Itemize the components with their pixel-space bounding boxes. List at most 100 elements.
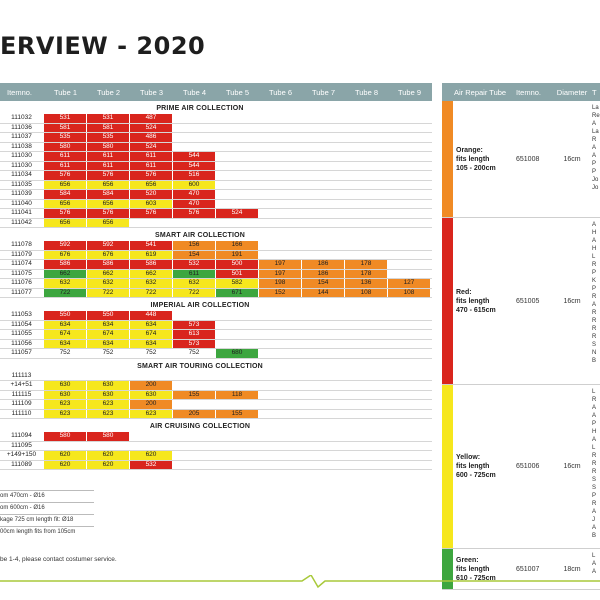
tube-length-cell: 136 [345, 279, 388, 288]
table-row: 111076 632 632 632 632 582 198 154 136 127 [0, 279, 432, 289]
tube-length-cell: 500 [216, 260, 259, 269]
tube-length-cell: 584 [87, 190, 130, 199]
notes-list: om 470cm - Ø16 om 600cm - Ø16 kage 725 cm … [0, 490, 94, 538]
tube-length-cell: 611 [44, 161, 87, 170]
repair-band: Orange: fits length 105 - 200cm 651008 16cm L… [442, 101, 600, 218]
tube-length-cell: 592 [87, 241, 130, 250]
tube-length-cell: 656 [87, 180, 130, 189]
tube-length-cell: 118 [216, 390, 259, 399]
tube-length-cell: 600 [173, 180, 216, 189]
tube-length-cell: 178 [345, 260, 388, 269]
tube-length-cell: 620 [130, 451, 173, 460]
table-row: 111094 580 580 [0, 432, 432, 442]
tube-length-cell: 630 [87, 390, 130, 399]
tube-length-cell: 680 [216, 349, 259, 358]
item-number: 111095 [0, 441, 44, 450]
item-number: 111036 [0, 123, 44, 132]
tube-length-cell: 656 [44, 218, 87, 227]
item-number: +149+150 [0, 451, 44, 460]
table-row: +149+150 620 620 620 [0, 451, 432, 461]
table-row: +14+51 630 630 200 [0, 381, 432, 391]
item-number: 111041 [0, 209, 44, 218]
tube-length-cell: 186 [302, 269, 345, 278]
section-title: SMART AIR TOURING COLLECTION [137, 362, 263, 370]
tube-length-cell: 584 [44, 190, 87, 199]
tube-length-cell: 524 [130, 142, 173, 151]
table-row: 111057 752 752 752 752 680 [0, 349, 432, 359]
item-number: 111113 [0, 371, 44, 380]
table-row: 111095 [0, 441, 432, 451]
item-number: 111075 [0, 269, 44, 278]
tube-length-cell: 722 [87, 288, 130, 297]
tube-length-cell: 155 [216, 409, 259, 418]
repair-header-name: Air Repair Tube [454, 87, 507, 97]
table-row: 111032 531 531 487 [0, 114, 432, 124]
tube-length-cell: 576 [87, 209, 130, 218]
item-number: 111057 [0, 349, 44, 358]
tube-length-cell: 632 [87, 279, 130, 288]
tube-length-cell: 544 [173, 152, 216, 161]
table-row: 111077 722 722 722 722 671 152 144 108 108 [0, 288, 432, 298]
tube-length-cell: 573 [173, 339, 216, 348]
item-number: 111030 [0, 161, 44, 170]
header-tube-6: Tube 6 [268, 87, 293, 97]
note-line: kage 725 cm length fit: Ø18 [0, 514, 94, 526]
header-tube-1: Tube 1 [53, 87, 78, 97]
tube-length-cell: 603 [130, 199, 173, 208]
table-row: 111053 550 550 448 [0, 311, 432, 321]
header-tube-4: Tube 4 [182, 87, 207, 97]
tube-length-cell: 674 [130, 330, 173, 339]
tube-length-cell: 674 [87, 330, 130, 339]
repair-itemno: 651005 [516, 297, 540, 305]
table-body: PRIME AIR COLLECTION 111032 531 531 487 11103… [0, 104, 432, 470]
tube-length-cell: 592 [44, 241, 87, 250]
section-title: SMART AIR COLLECTION [154, 232, 246, 239]
tube-length-cell: 531 [44, 114, 87, 123]
tube-length-cell: 632 [44, 279, 87, 288]
table-row: 111055 674 674 674 613 [0, 330, 432, 340]
item-number: 111034 [0, 171, 44, 180]
tube-length-cell: 576 [44, 171, 87, 180]
tube-length-cell: 154 [173, 250, 216, 259]
repair-label: Green: fits length 610 - 725cm [456, 556, 496, 582]
tube-length-cell: 178 [345, 269, 388, 278]
item-number: 111076 [0, 279, 44, 288]
tube-length-cell: 656 [44, 199, 87, 208]
tube-length-cell: 611 [87, 161, 130, 170]
tube-length-cell: 532 [173, 260, 216, 269]
tube-length-cell: 532 [130, 460, 173, 469]
header-tube-2: Tube 2 [96, 87, 121, 97]
repair-label: Yellow: fits length 600 - 725cm [456, 454, 496, 479]
tube-overview-table: Itemno. Tube 1 Tube 2 Tube 3 Tube 4 Tube 5 Tub… [0, 83, 432, 470]
contact-note: be 1-4, please contact costumer service. [0, 556, 117, 563]
tube-length-cell: 191 [216, 250, 259, 259]
repair-itemno: 651006 [516, 463, 540, 470]
tube-length-cell: 586 [130, 260, 173, 269]
item-number: 111042 [0, 218, 44, 227]
note-line: 00cm length fits from 105cm [0, 526, 94, 538]
table-row: 111039 584 584 520 470 [0, 190, 432, 200]
repair-header-item: Itemno. [516, 87, 542, 97]
table-row: 111030 611 611 611 544 [0, 161, 432, 171]
tube-length-cell: 580 [44, 142, 87, 151]
tube-length-cell: 535 [87, 133, 130, 142]
tube-length-cell: 197 [259, 269, 302, 278]
table-row: 111079 676 676 619 154 191 [0, 250, 432, 260]
table-row: 111030 611 611 611 544 [0, 152, 432, 162]
tube-length-cell: 676 [44, 250, 87, 259]
item-number: 111109 [0, 400, 44, 409]
repair-diameter: 18cm [563, 565, 581, 573]
tube-length-cell: 581 [87, 123, 130, 132]
tube-length-cell: 634 [44, 320, 87, 329]
item-number: 111037 [0, 133, 44, 142]
tube-length-cell: 752 [87, 349, 130, 358]
note-line: om 600cm - Ø16 [0, 502, 94, 514]
tube-length-cell: 581 [44, 123, 87, 132]
item-number: 111040 [0, 199, 44, 208]
tube-length-cell: 656 [44, 180, 87, 189]
tube-length-cell: 152 [259, 288, 302, 297]
item-number: 111115 [0, 390, 44, 399]
tube-length-cell: 200 [130, 400, 173, 409]
tube-length-cell: 501 [216, 269, 259, 278]
item-number: 111074 [0, 260, 44, 269]
